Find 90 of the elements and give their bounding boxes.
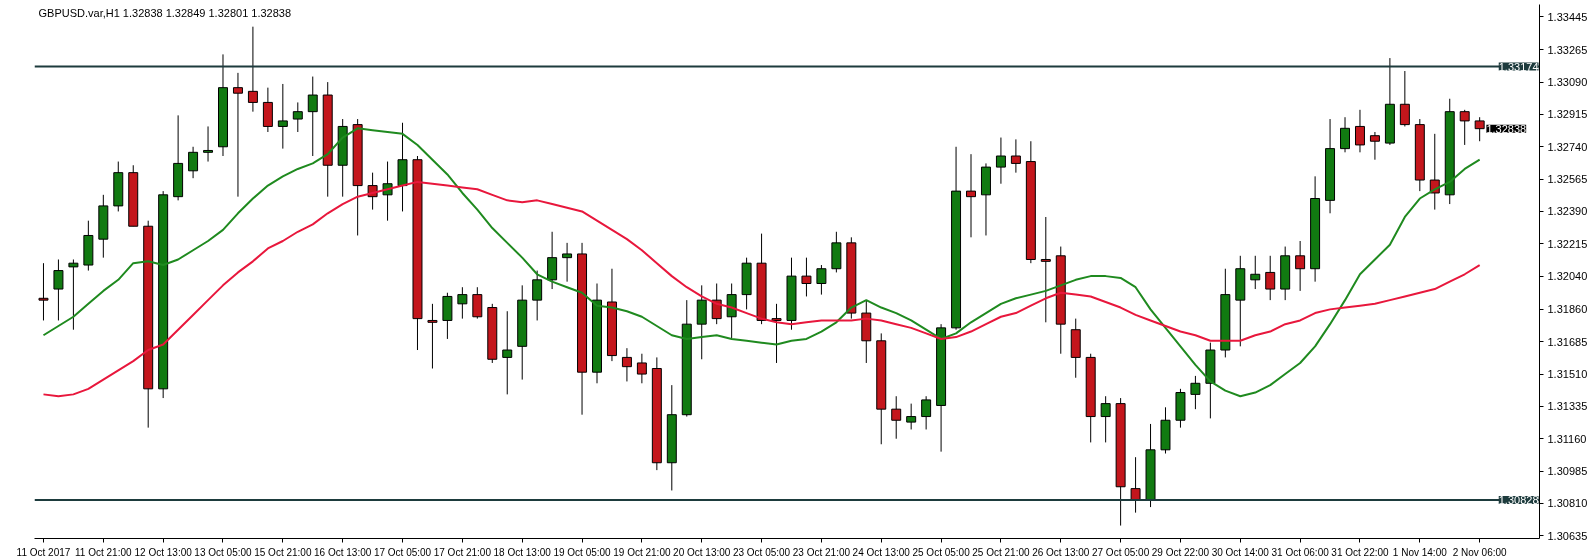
candlestick — [711, 283, 722, 325]
x-tick-label: 19 Oct 21:00 — [613, 546, 671, 558]
candlestick — [247, 26, 258, 113]
candlestick — [1190, 375, 1201, 410]
candlestick — [292, 101, 303, 133]
x-tick-label: 27 Oct 05:00 — [1091, 546, 1150, 558]
y-tick-label: 1.33265 — [1547, 43, 1588, 56]
x-tick-label: 23 Oct 21:00 — [792, 546, 851, 558]
candlestick — [1250, 255, 1261, 290]
chart-title: GBPUSD.var,H1 1.32838 1.32849 1.32801 1.32838 — [38, 6, 292, 19]
candlestick — [562, 242, 573, 283]
candlestick — [68, 258, 79, 331]
line-series — [42, 127, 1481, 398]
y-tick-label: 1.32215 — [1547, 237, 1588, 250]
candlestick — [1040, 216, 1051, 323]
x-tick-label: 25 Oct 05:00 — [912, 546, 971, 558]
x-tick-label: 2 Nov 06:00 — [1452, 546, 1508, 558]
candlestick — [502, 310, 513, 395]
candlestick — [801, 257, 812, 297]
y-tick-label: 1.31685 — [1547, 335, 1588, 348]
x-tick-label: 31 Oct 22:00 — [1331, 546, 1390, 558]
x-tick-label: 25 Oct 21:00 — [972, 546, 1030, 558]
y-tick-label: 1.30810 — [1547, 497, 1588, 510]
line-series — [42, 180, 1481, 398]
candlestick — [1340, 116, 1350, 153]
ref-line-label: 1.33174 — [1498, 60, 1539, 73]
candlestick — [1100, 395, 1111, 443]
candlestick — [1399, 70, 1410, 127]
x-tick-label: 30 Oct 14:00 — [1211, 546, 1270, 558]
y-tick-label: 1.32565 — [1547, 173, 1588, 186]
x-tick-label: 16 Oct 13:00 — [314, 546, 372, 558]
x-tick-label: 17 Oct 21:00 — [433, 546, 492, 558]
candlestick — [891, 395, 902, 440]
y-tick-label: 1.31860 — [1547, 303, 1588, 316]
candlestick — [532, 270, 543, 321]
y-tick-label: 1.33090 — [1547, 76, 1588, 89]
candlestick — [307, 76, 318, 157]
x-tick-label: 11 Oct 21:00 — [75, 546, 133, 558]
candlestick — [547, 231, 558, 290]
candlestick — [1295, 240, 1306, 292]
candlestick — [203, 125, 214, 163]
x-tick-label: 24 Oct 13:00 — [852, 546, 911, 558]
candlestick — [906, 403, 917, 430]
y-tick-label: 1.30985 — [1547, 465, 1588, 478]
y-tick-label: 1.32740 — [1547, 140, 1588, 153]
y-tick-label: 1.33445 — [1547, 10, 1588, 23]
y-tick-label: 1.30635 — [1547, 529, 1588, 542]
candlestick — [188, 146, 199, 179]
candlestick — [232, 72, 243, 198]
x-tick-label: 11 Oct 2017 — [16, 546, 71, 558]
candlestick — [1265, 255, 1276, 301]
x-tick-label: 19 Oct 05:00 — [553, 546, 612, 558]
x-tick-label: 1 Nov 14:00 — [1392, 546, 1448, 558]
x-tick-label: 18 Oct 13:00 — [493, 546, 552, 558]
y-tick-label: 1.31510 — [1547, 368, 1588, 381]
x-tick-label: 26 Oct 13:00 — [1032, 546, 1090, 558]
candlestick — [427, 303, 438, 370]
candlestick — [38, 262, 49, 321]
x-tick-label: 13 Oct 05:00 — [194, 546, 253, 558]
candlestick — [53, 258, 64, 321]
candlestick — [995, 137, 1006, 185]
candlestick — [1130, 456, 1141, 514]
candlestick — [636, 353, 647, 384]
candlestick — [621, 347, 632, 382]
x-tick-label: 15 Oct 21:00 — [254, 546, 312, 558]
candlestick — [771, 303, 782, 364]
annotation: 1.32838 — [1486, 122, 1527, 135]
candlestick — [726, 283, 737, 340]
candlestick — [1369, 131, 1380, 161]
candlestick — [1010, 138, 1021, 174]
ref-line-label: 1.30828 — [1498, 494, 1539, 507]
x-tick-label: 23 Oct 05:00 — [732, 546, 791, 558]
candlestick — [457, 286, 468, 320]
y-tick-label: 1.31160 — [1547, 432, 1587, 445]
y-tick-label: 1.32915 — [1547, 108, 1588, 121]
candlestick — [921, 395, 932, 430]
candlestick — [472, 286, 483, 320]
y-tick-label: 1.31335 — [1547, 400, 1588, 413]
y-tick-label: 1.32390 — [1547, 205, 1588, 218]
candlestick — [1354, 109, 1365, 153]
x-tick-label: 17 Oct 05:00 — [373, 546, 432, 558]
candlestick — [816, 264, 827, 296]
candlestick — [966, 153, 976, 238]
x-tick-label: 20 Oct 13:00 — [673, 546, 731, 558]
x-tick-label: 29 Oct 22:00 — [1151, 546, 1210, 558]
candlestick — [1459, 109, 1470, 146]
candlestick — [277, 83, 288, 150]
x-tick-label: 31 Oct 06:00 — [1271, 546, 1330, 558]
y-tick-label: 1.32040 — [1547, 270, 1588, 283]
x-tick-label: 12 Oct 13:00 — [134, 546, 193, 558]
